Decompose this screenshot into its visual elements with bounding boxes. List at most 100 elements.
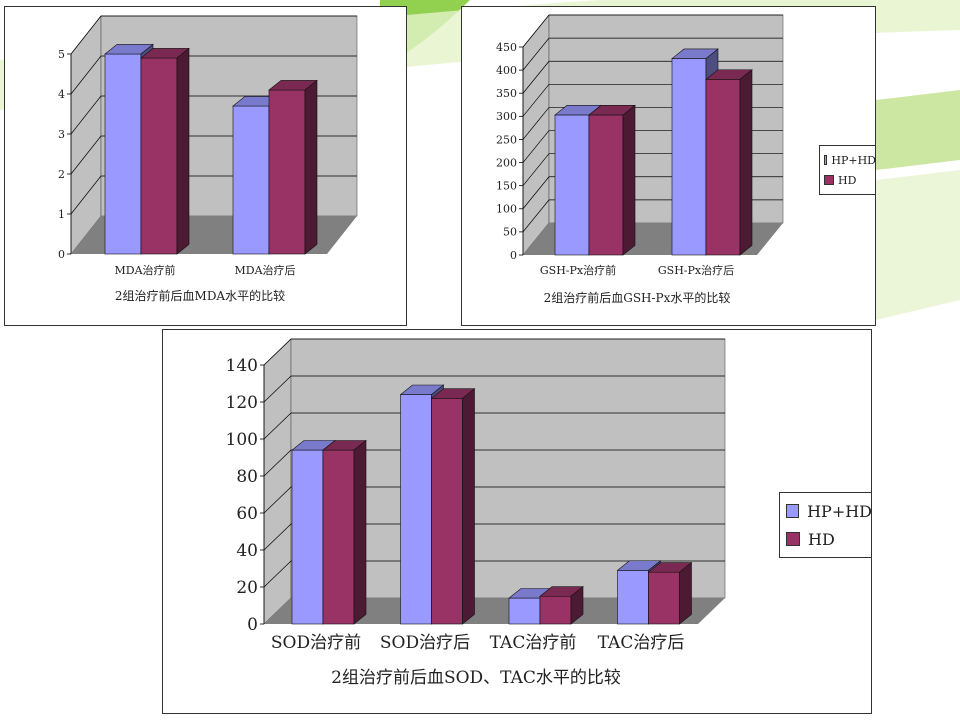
x-tick-label: SOD治疗后 — [380, 633, 470, 653]
y-tick-label: 0 — [247, 615, 258, 635]
y-tick-label: 450 — [496, 41, 517, 54]
x-tick-label: GSH-Px治疗前 — [540, 263, 616, 277]
gridline — [263, 486, 292, 514]
bar — [431, 398, 463, 625]
gridline — [522, 37, 550, 71]
y-tick-label: 50 — [503, 226, 517, 239]
gridline — [263, 523, 292, 551]
bar — [268, 89, 306, 255]
gridline — [522, 84, 550, 117]
legend-swatch — [824, 155, 828, 165]
legend: HP+HD HD — [819, 145, 876, 195]
y-tick-label: 400 — [496, 64, 517, 77]
side-wall — [263, 338, 292, 625]
side-wall — [70, 15, 102, 255]
floor — [264, 598, 725, 624]
bar — [554, 114, 590, 256]
y-tick-label: 100 — [496, 203, 517, 216]
x-tick-label: MDA治疗前 — [114, 263, 175, 277]
y-tick-label: 40 — [236, 541, 258, 561]
legend-label: HD — [838, 173, 857, 187]
bar-side — [622, 104, 636, 256]
y-tick-label: 350 — [496, 87, 517, 100]
gridline — [263, 375, 292, 403]
legend-swatch — [786, 504, 800, 518]
bar — [671, 58, 707, 256]
y-tick-label: 0 — [58, 248, 65, 261]
legend-item-hp-hd: HP+HD — [786, 497, 872, 525]
x-tick-label: TAC治疗前 — [490, 633, 577, 653]
bar — [588, 114, 624, 256]
bar-side — [570, 586, 584, 625]
y-tick-label: 80 — [236, 467, 258, 487]
bar — [617, 570, 649, 625]
bar — [400, 394, 432, 625]
legend-swatch — [824, 175, 834, 185]
bar-side — [353, 439, 367, 625]
gridline — [263, 560, 292, 588]
bar-side — [679, 561, 692, 625]
legend-label: HP+HD — [831, 153, 876, 167]
legend-item-hd: HD — [786, 525, 871, 553]
y-tick-label: 20 — [236, 578, 258, 598]
y-tick-label: 250 — [496, 133, 517, 146]
mda-chart: 0 1 2 3 4 5 MDA治疗前 MDA治疗后 2组治疗前后血MDA水平的比较 — [58, 15, 358, 303]
gridline — [522, 199, 550, 233]
bar-side — [176, 47, 190, 255]
bar — [648, 571, 680, 625]
gridline — [263, 412, 292, 440]
bar-side — [462, 388, 475, 625]
gridline — [70, 95, 102, 135]
mda-chart-panel: 0 1 2 3 4 5 MDA治疗前 MDA治疗后 2组治疗前后血MDA水平的比较 — [4, 6, 407, 326]
y-tick-label: 4 — [58, 88, 65, 101]
x-tick-label: SOD治疗前 — [271, 633, 361, 653]
gridline — [70, 135, 102, 175]
y-tick-label: 60 — [236, 504, 258, 524]
right-light-stripe — [876, 170, 960, 320]
bar — [539, 595, 572, 625]
bar — [232, 105, 270, 255]
bar — [104, 53, 142, 255]
y-tick-label: 3 — [58, 128, 65, 141]
legend: HP+HD HD — [779, 492, 872, 558]
bar-side — [739, 69, 753, 256]
legend-item-hd: HD — [824, 170, 875, 190]
sod-tac-chart-panel: 0 20 40 60 80 100 120 140 SOD治疗前 SOD治疗后 TAC治疗前 … — [162, 329, 872, 714]
bar — [322, 449, 355, 625]
gridline — [70, 55, 102, 95]
gridline — [522, 176, 550, 209]
legend-label: HP+HD — [807, 501, 872, 521]
y-tick-label: 100 — [226, 430, 258, 450]
legend-label: HD — [808, 529, 835, 549]
y-tick-label: 120 — [226, 393, 258, 413]
gridline — [522, 130, 550, 163]
y-tick-label: 1 — [58, 208, 65, 221]
chart-title: 2组治疗前后血SOD、TAC水平的比较 — [331, 668, 621, 688]
y-tick-label: 150 — [496, 180, 517, 193]
y-tick-label: 0 — [510, 249, 517, 262]
y-tick-label: 300 — [496, 110, 517, 123]
gsh-px-chart: 0 50 100 150 200 250 300 350 400 450 GSH-Px治疗前 GS… — [496, 14, 784, 305]
gridline — [70, 175, 102, 215]
bar — [291, 449, 324, 625]
x-tick-label: MDA治疗后 — [234, 263, 295, 277]
right-green-stripe — [876, 90, 960, 170]
gridline — [522, 153, 550, 186]
bar-side — [304, 79, 318, 255]
y-tick-label: 200 — [496, 156, 517, 169]
gridline — [522, 61, 550, 94]
y-tick-label: 5 — [58, 48, 65, 61]
legend-item-hp-hd: HP+HD — [824, 150, 876, 170]
gridline — [263, 338, 292, 366]
gridline — [522, 107, 550, 140]
gsh-px-chart-panel: 0 50 100 150 200 250 300 350 400 450 GSH-Px治疗前 GS… — [461, 6, 876, 326]
x-tick-label: TAC治疗后 — [598, 633, 685, 653]
bar — [140, 57, 178, 255]
chart-title: 2组治疗前后血GSH-Px水平的比较 — [544, 290, 731, 305]
gridline — [522, 14, 550, 48]
chart-title: 2组治疗前后血MDA水平的比较 — [115, 288, 285, 303]
x-tick-label: GSH-Px治疗后 — [658, 263, 734, 277]
y-tick-label: 2 — [58, 168, 65, 181]
bar — [705, 79, 741, 256]
